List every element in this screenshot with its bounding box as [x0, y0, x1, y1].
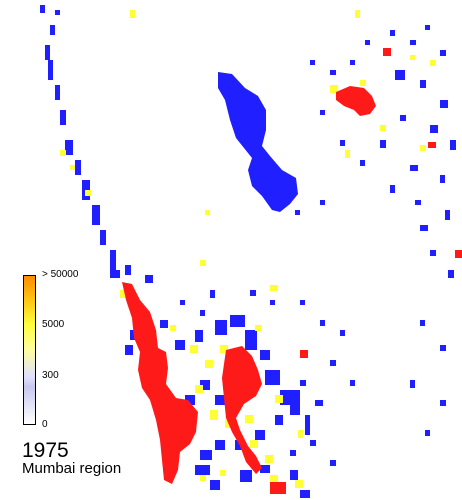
legend-label-max: > 50000 [42, 269, 79, 280]
sparse-settlement-pixels [40, 5, 456, 498]
kalyan-core [336, 86, 376, 116]
legend-label-0: 0 [42, 419, 48, 430]
legend-label-300: 300 [42, 370, 59, 381]
mumbai-core [122, 282, 198, 484]
thane-core [222, 346, 262, 474]
legend-color-bar [23, 275, 36, 425]
map-year: 1975 [22, 439, 69, 462]
medium-density-pixels [60, 10, 436, 488]
map-region: Mumbai region [22, 460, 122, 477]
reservoir-shape [218, 72, 298, 212]
high-density-urban-areas [122, 48, 462, 494]
small-town-core [383, 48, 391, 56]
legend-label-5000: 5000 [42, 319, 65, 330]
